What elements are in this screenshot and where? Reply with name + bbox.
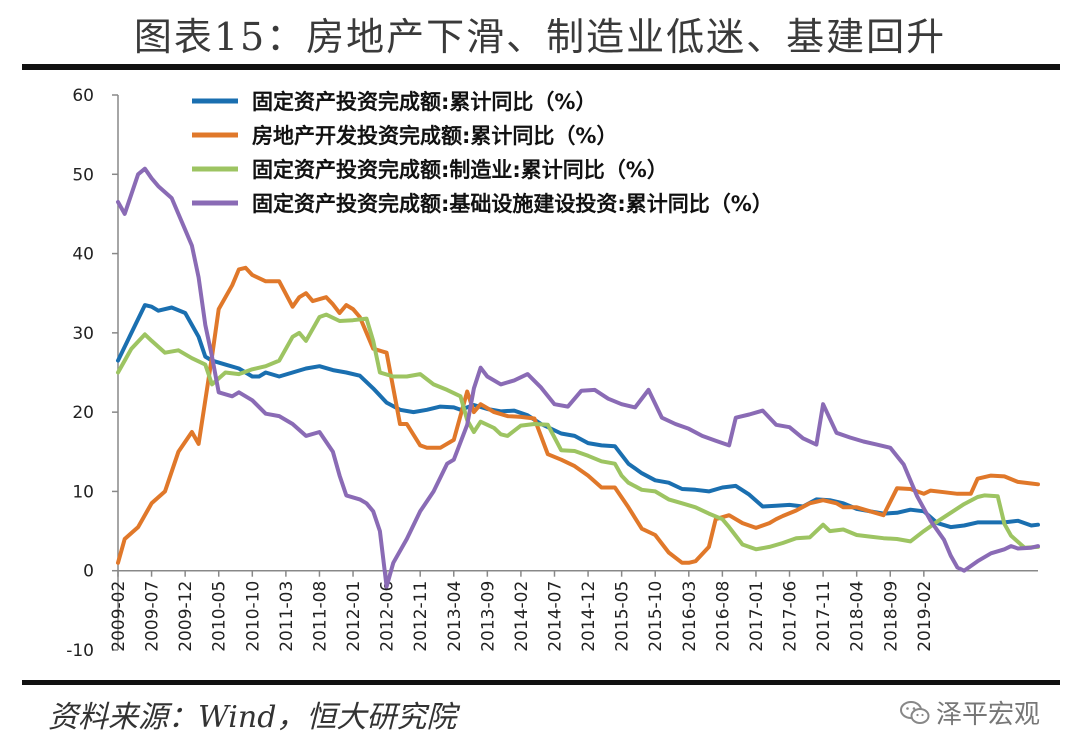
y-tick-label: 50 — [72, 165, 94, 185]
x-tick-label: 2011-03 — [277, 581, 297, 652]
y-tick-label: -10 — [66, 641, 94, 661]
y-tick-label: 10 — [72, 482, 94, 502]
x-tick-label: 2017-01 — [747, 581, 767, 652]
x-tick-label: 2014-12 — [579, 581, 599, 652]
x-tick-label: 2012-11 — [411, 581, 431, 652]
legend-label-1: 固定资产投资完成额:累计同比（%） — [252, 90, 596, 114]
watermark-text: 泽平宏观 — [935, 700, 1040, 730]
x-tick-label: 2018-09 — [881, 581, 901, 652]
footer-divider — [22, 680, 1060, 685]
legend-label-2: 房地产开发投资完成额:累计同比（%） — [252, 124, 617, 148]
x-tick-label: 2014-07 — [545, 581, 565, 652]
x-tick-label: 2013-09 — [478, 581, 498, 652]
x-tick-label: 2018-04 — [848, 581, 868, 652]
x-tick-label: 2010-05 — [210, 581, 230, 652]
line-chart: -10 0 10 20 30 40 50 60 2009-02 2009-07 2009-12 201… — [66, 86, 1040, 661]
x-tick-label: 2016-03 — [680, 581, 700, 652]
x-tick-label: 2015-10 — [646, 581, 666, 652]
x-tick-label: 2019-02 — [915, 581, 935, 652]
x-tick-label: 2012-01 — [344, 581, 364, 652]
wechat-icon — [899, 700, 930, 724]
x-tick-label: 2014-02 — [512, 581, 532, 652]
watermark: 泽平宏观 — [899, 694, 1040, 731]
x-tick-label: 2017-06 — [781, 581, 801, 652]
x-tick-label: 2009-07 — [143, 581, 163, 652]
x-tick-label: 2017-11 — [814, 581, 834, 652]
source-note: 资料来源：Wind，恒大研究院 — [48, 700, 457, 735]
x-tick-label: 2011-08 — [310, 581, 330, 652]
series-line-2 — [116, 265, 1040, 565]
y-tick-label: 40 — [72, 245, 94, 265]
series-line-3 — [116, 312, 1040, 552]
y-tick-label: 60 — [72, 86, 94, 106]
x-tick-label: 2010-10 — [243, 581, 263, 652]
y-tick-label: 0 — [83, 562, 94, 582]
x-tick-label: 2012-06 — [378, 581, 398, 652]
x-tick-label: 2009-12 — [176, 581, 196, 652]
series-line-4 — [116, 166, 1040, 589]
legend-label-3: 固定资产投资完成额:制造业:累计同比（%） — [252, 158, 668, 182]
title-divider — [22, 64, 1060, 70]
chart-series-lines — [116, 166, 1040, 589]
x-tick-label: 2015-05 — [613, 581, 633, 652]
y-tick-label: 20 — [72, 403, 94, 423]
chart-title: 图表15：房地产下滑、制造业低迷、基建回升 — [133, 15, 947, 59]
chart-legend: 固定资产投资完成额:累计同比（%） 房地产开发投资完成额:累计同比（%） 固定资产投… — [192, 90, 773, 216]
x-tick-label: 2016-08 — [713, 581, 733, 652]
chart-axes: -10 0 10 20 30 40 50 60 2009-02 2009-07 2009-12 201… — [66, 86, 1038, 661]
y-tick-label: 30 — [72, 324, 94, 344]
series-line-1 — [116, 303, 1040, 530]
x-tick-label: 2009-02 — [109, 581, 129, 652]
x-tick-label: 2013-04 — [445, 581, 465, 652]
legend-label-4: 固定资产投资完成额:基础设施建设投资:累计同比（%） — [252, 192, 773, 216]
